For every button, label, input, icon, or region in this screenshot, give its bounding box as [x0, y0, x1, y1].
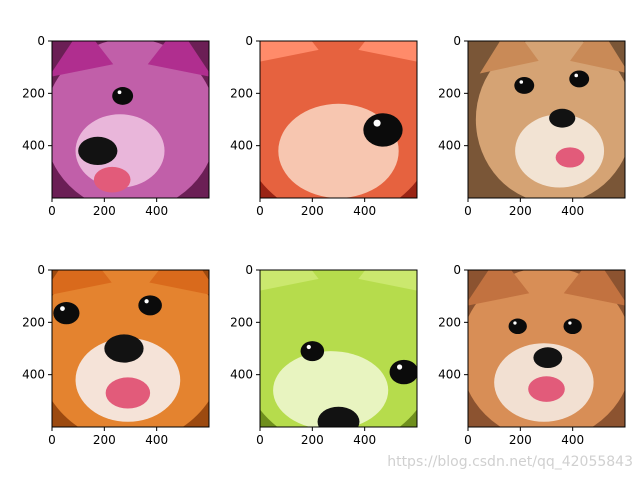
y-tick-label: 200	[438, 315, 461, 329]
y-tick-label: 400	[22, 368, 45, 382]
x-tick-label: 200	[93, 204, 116, 218]
dog-eye	[563, 318, 582, 335]
dog-ear-left	[260, 270, 319, 291]
y-tick-label: 0	[453, 34, 461, 48]
dog-image	[468, 270, 625, 427]
y-tick-label: 0	[37, 34, 45, 48]
dog-ear-right	[147, 41, 209, 77]
x-tick-label: 0	[256, 433, 264, 447]
axes-frame	[51, 40, 210, 199]
x-tick-label: 0	[48, 433, 56, 447]
image-panel-4: 0 200 400 0 200 400	[22, 263, 210, 447]
eye-highlight	[144, 299, 149, 304]
dog-eye	[53, 302, 80, 325]
dog-ear-left	[52, 41, 114, 77]
dog-ear-right	[570, 41, 625, 73]
x-tick-label: 400	[145, 204, 168, 218]
x-tick-label: 0	[464, 433, 472, 447]
dog-nose	[317, 406, 360, 427]
eye-highlight	[117, 90, 122, 95]
y-tick-label: 0	[37, 263, 45, 277]
y-tick-label: 200	[22, 86, 45, 100]
dog-eye	[300, 341, 325, 362]
x-tick-label: 200	[509, 433, 532, 447]
x-tick-label: 200	[509, 204, 532, 218]
dog-image	[52, 41, 209, 198]
x-tick-label: 400	[353, 204, 376, 218]
dog-nose	[533, 347, 563, 369]
dog-ear-right	[563, 270, 625, 306]
dog-tongue	[555, 147, 585, 168]
dog-ear-right	[358, 270, 417, 291]
y-tick-label: 400	[438, 139, 461, 153]
dog-ear-left	[479, 41, 539, 74]
y-tick-label: 200	[230, 315, 253, 329]
x-tick-label: 400	[353, 433, 376, 447]
x-tick-label: 200	[93, 433, 116, 447]
dog-image	[260, 41, 417, 198]
dog-tongue	[105, 377, 151, 409]
x-tick-label: 400	[561, 204, 584, 218]
y-tick-label: 0	[245, 34, 253, 48]
axes-frame	[259, 40, 418, 199]
eye-highlight	[373, 119, 381, 127]
x-tick-label: 0	[48, 204, 56, 218]
dog-ear-left	[260, 41, 319, 62]
axes-frame	[467, 40, 626, 199]
y-tick-label: 400	[438, 368, 461, 382]
y-tick-label: 200	[230, 86, 253, 100]
dog-eye	[508, 318, 527, 335]
dog-tongue	[93, 166, 131, 193]
dog-tongue	[528, 376, 565, 402]
dog-eye	[514, 77, 535, 94]
dog-eye	[138, 295, 162, 316]
dog-eye	[363, 113, 403, 147]
image-panel-3: 0 200 400 0 200 400	[438, 34, 626, 218]
y-tick-label: 400	[230, 139, 253, 153]
dog-nose	[549, 108, 576, 128]
eye-highlight	[519, 80, 524, 84]
image-panel-5: 0 200 400 0 200 400	[230, 263, 418, 447]
axes-frame	[259, 269, 418, 428]
dog-image	[468, 41, 625, 198]
x-tick-label: 0	[256, 204, 264, 218]
image-panel-1: 0 200 400 0 200 400	[22, 34, 210, 218]
eye-highlight	[397, 364, 403, 370]
image-panel-6: 0 200 400 0 200 400	[438, 263, 626, 447]
x-tick-label: 200	[301, 204, 324, 218]
dog-eye	[569, 70, 590, 88]
dog-nose	[104, 334, 144, 363]
dog-nose	[78, 136, 118, 166]
y-tick-label: 200	[438, 86, 461, 100]
axes-frame	[467, 269, 626, 428]
y-tick-label: 400	[230, 368, 253, 382]
dog-eye	[112, 87, 134, 105]
dog-ear-left	[52, 270, 112, 295]
y-tick-label: 0	[453, 263, 461, 277]
y-tick-label: 200	[22, 315, 45, 329]
dog-muzzle	[273, 351, 389, 427]
eye-highlight	[513, 321, 517, 325]
eye-highlight	[574, 73, 579, 78]
y-tick-label: 0	[245, 263, 253, 277]
dog-image	[52, 270, 209, 427]
dog-eye	[389, 359, 417, 385]
eye-highlight	[60, 306, 65, 311]
dog-image	[260, 270, 417, 427]
watermark-text: https://blog.csdn.net/qq_42055843	[387, 454, 633, 470]
dog-ear-right	[149, 270, 209, 295]
dog-muzzle	[75, 114, 165, 188]
axes-frame	[51, 269, 210, 428]
x-tick-label: 400	[145, 433, 168, 447]
x-tick-label: 200	[301, 433, 324, 447]
dog-ear-left	[468, 270, 530, 306]
x-tick-label: 400	[561, 433, 584, 447]
dog-ear-right	[358, 41, 417, 62]
eye-highlight	[568, 321, 572, 325]
x-tick-label: 0	[464, 204, 472, 218]
eye-highlight	[306, 344, 311, 350]
y-tick-label: 400	[22, 139, 45, 153]
image-panel-2: 0 200 400 0 200 400	[230, 34, 418, 218]
